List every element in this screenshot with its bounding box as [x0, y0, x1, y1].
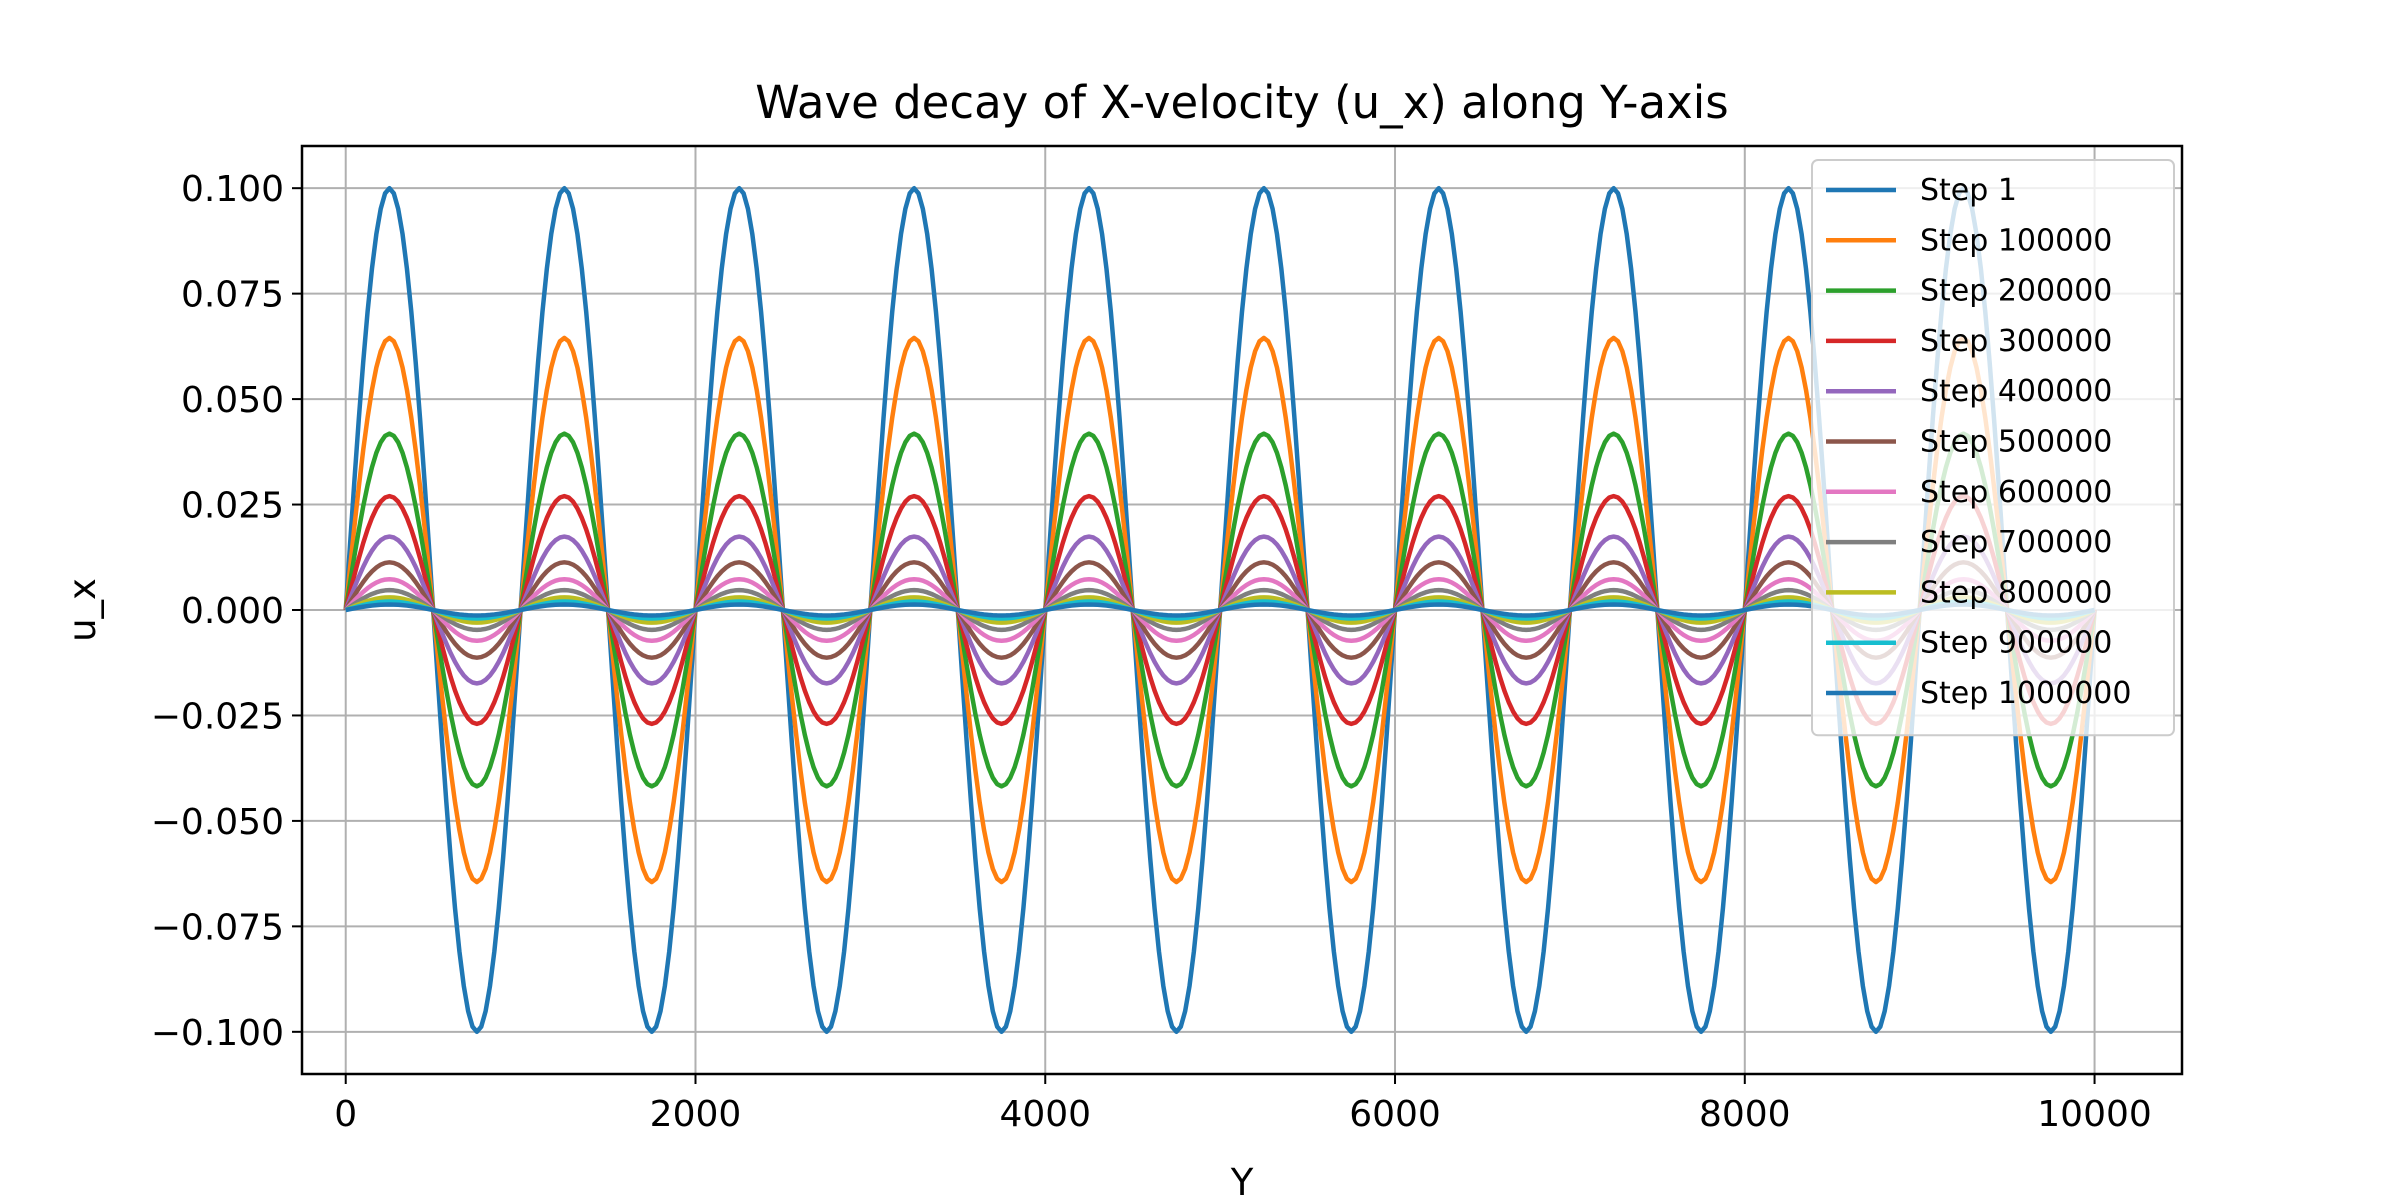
legend-entry: Step 900000: [1920, 626, 2112, 661]
chart-title: Wave decay of X-velocity (u_x) along Y-a…: [755, 76, 1728, 129]
y-tick-label: −0.050: [151, 802, 284, 843]
y-tick-label: 0.100: [181, 169, 284, 210]
legend-entry: Step 300000: [1920, 324, 2112, 359]
legend-box: [1811, 159, 2175, 737]
legend-entry: Step 600000: [1920, 475, 2112, 510]
x-tick-label: 2000: [650, 1094, 742, 1135]
y-axis-label: u_x: [61, 578, 104, 642]
y-tick-label: −0.075: [151, 907, 284, 948]
legend-entry: Step 800000: [1920, 575, 2112, 610]
series-lines: [343, 185, 2097, 1035]
y-tick-label: 0.075: [181, 275, 284, 316]
series-line: [345, 602, 2095, 618]
x-tick-label: 6000: [1349, 1094, 1441, 1135]
legend-entry: Step 100000: [1920, 223, 2112, 258]
legend-entry: Step 400000: [1920, 374, 2112, 409]
legend-entry: Step 1: [1920, 173, 2017, 208]
y-tick-label: 0.050: [181, 380, 284, 421]
y-tick-label: 0.000: [181, 591, 284, 632]
x-tick-label: 4000: [999, 1094, 1091, 1135]
y-tick-label: 0.025: [181, 486, 284, 527]
legend-entry: Step 1000000: [1920, 676, 2131, 711]
x-tick-label: 0: [334, 1094, 357, 1135]
legend: Step 1 Step 100000 Step 200000 Step 300000 S…: [1811, 159, 2175, 737]
legend-entry: Step 700000: [1920, 525, 2112, 560]
x-tick-label: 8000: [1699, 1094, 1791, 1135]
y-tick-label: −0.100: [151, 1013, 284, 1054]
x-tick-label: 10000: [2037, 1094, 2152, 1135]
legend-entry: Step 200000: [1920, 274, 2112, 309]
axis-ticks: 0 2000 4000 6000 8000 10000 0.100 0.075 0.050 0.0…: [151, 169, 2152, 1135]
y-tick-label: −0.025: [151, 696, 284, 737]
x-axis-label: Y: [1230, 1161, 1254, 1200]
legend-entry: Step 500000: [1920, 425, 2112, 460]
